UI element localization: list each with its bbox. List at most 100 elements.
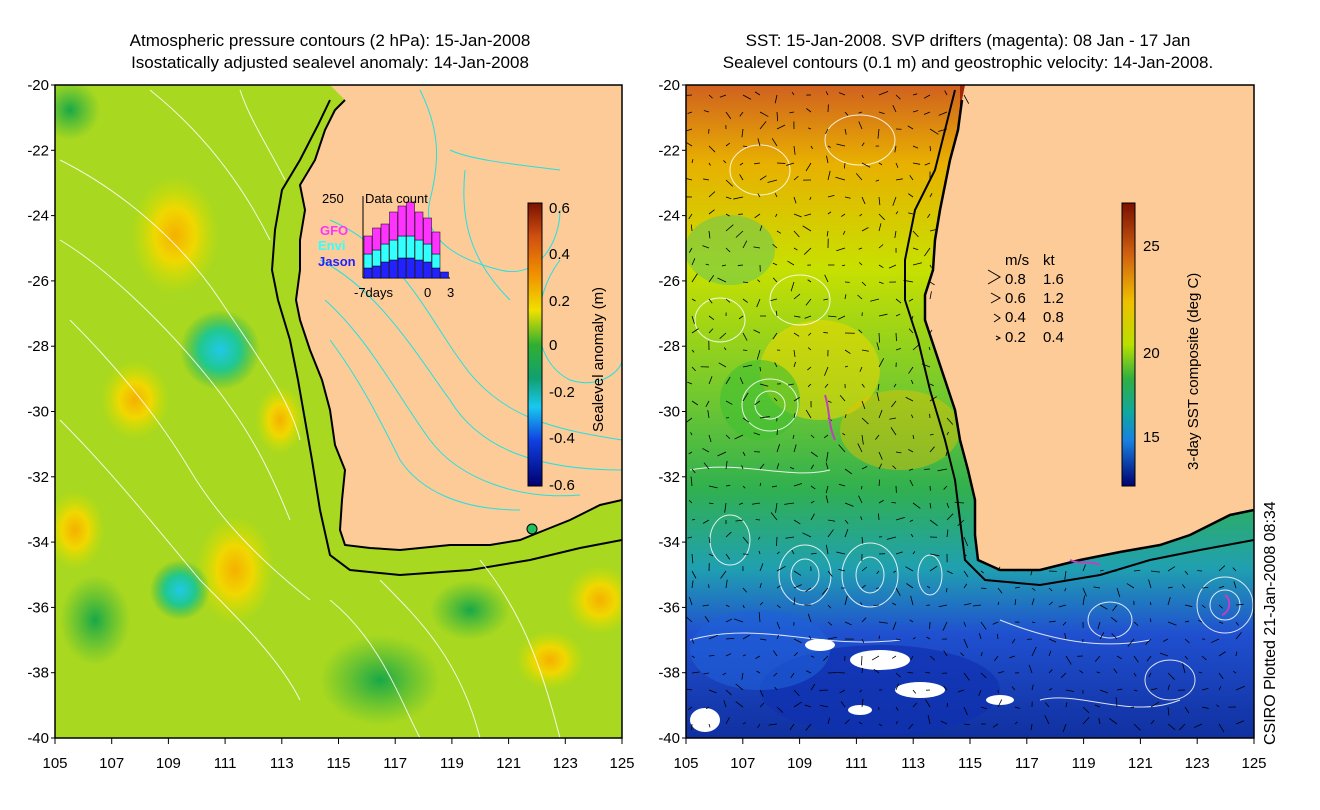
velocity-arrow [754, 162, 761, 165]
velocity-arrow [804, 315, 812, 319]
velocity-arrow [1048, 587, 1053, 592]
velocity-arrow [857, 294, 863, 300]
velocity-arrow [739, 377, 744, 385]
velocity-arrow [839, 394, 846, 402]
velocity-arrow [878, 621, 888, 624]
velocity-arrow [963, 553, 967, 557]
velocity-arrow [774, 94, 778, 104]
velocity-arrow [891, 400, 897, 408]
velocity-arrow [772, 332, 778, 340]
velocity-arrow [1098, 717, 1101, 725]
velocity-arrow [907, 125, 914, 130]
velocity-arrow [784, 502, 795, 505]
velocity-arrow [924, 247, 931, 257]
velocity-arrow [708, 298, 713, 304]
velocity-arrow [708, 162, 711, 166]
velocity-arrow [908, 298, 914, 302]
data-count-bar [380, 261, 390, 279]
velocity-arrow [707, 410, 710, 419]
left-y-tick-label: -28 [27, 338, 49, 355]
velocity-arrow [963, 672, 970, 681]
velocity-arrow [861, 281, 867, 286]
velocity-arrow [757, 138, 761, 147]
velocity-arrow [929, 329, 933, 334]
velocity-arrow [858, 247, 863, 250]
velocity-arrow [980, 587, 987, 590]
legend-kt-4: 0.4 [1043, 329, 1064, 346]
velocity-arrow [688, 499, 693, 504]
velocity-legend: m/s kt 0.8 1.6 0.6 1.2 0.4 0.8 0.2 0.4 [987, 252, 1064, 346]
velocity-arrow [912, 162, 921, 165]
velocity-arrow [773, 672, 778, 677]
velocity-arrow [708, 145, 716, 153]
right-y-tick-label: -36 [658, 599, 680, 616]
velocity-arrow [1211, 638, 1220, 643]
velocity-arrow [910, 315, 914, 322]
velocity-arrow [1218, 585, 1225, 589]
velocity-arrow [793, 332, 800, 337]
velocity-arrow [1099, 604, 1108, 610]
velocity-arrow [827, 519, 836, 522]
velocity-arrow [808, 332, 812, 336]
velocity-arrow [725, 637, 735, 640]
velocity-arrow [997, 699, 1003, 708]
velocity-arrow [824, 366, 829, 376]
velocity-arrow [894, 145, 897, 153]
velocity-arrow [1133, 689, 1138, 692]
velocity-arrow [929, 383, 934, 387]
velocity-arrow [1048, 688, 1053, 691]
velocity-arrow [733, 196, 744, 200]
velocity-arrow [858, 329, 863, 334]
left-colorbar-label: Sealevel anomaly (m) [590, 287, 607, 432]
data-count-bar [440, 271, 449, 279]
velocity-arrow [776, 230, 782, 234]
velocity-arrow [691, 366, 696, 372]
velocity-arrow [787, 260, 795, 266]
tide-gauge-marker[interactable] [526, 523, 538, 535]
legend-header-ms: m/s [1005, 252, 1029, 269]
velocity-arrow [704, 615, 710, 623]
right-colorbar [1121, 202, 1136, 487]
velocity-arrow [742, 587, 748, 593]
left-x-tick-label: 111 [214, 755, 237, 772]
cb-tick: 15 [1143, 429, 1160, 446]
velocity-arrow [980, 570, 984, 574]
left-x-tick-label: 117 [383, 755, 407, 772]
velocity-arrow [742, 364, 753, 368]
velocity-arrow [691, 273, 698, 283]
velocity-arrow [861, 162, 871, 168]
right-x-tick-label: 107 [730, 755, 755, 772]
velocity-arrow [758, 550, 761, 555]
svp-drifter-tracks [824, 394, 1231, 616]
velocity-arrow [793, 413, 796, 419]
velocity-arrow [963, 570, 969, 578]
velocity-arrow [793, 689, 800, 697]
velocity-arrow [756, 349, 761, 360]
velocity-arrow [1148, 672, 1152, 678]
velocity-arrow [925, 671, 931, 674]
velocity-arrow [1145, 638, 1152, 645]
velocity-arrow [844, 595, 848, 606]
data-count-bar [431, 231, 441, 255]
velocity-arrow [1133, 621, 1139, 626]
velocity-arrow [892, 621, 897, 630]
velocity-arrow [1031, 587, 1036, 591]
velocity-arrow [759, 121, 767, 130]
velocity-arrow [895, 638, 901, 641]
velocity-arrow [738, 315, 744, 320]
velocity-arrow [825, 544, 829, 555]
velocity-arrow [1235, 632, 1242, 640]
cb-tick: 25 [1143, 238, 1160, 255]
right-colorbar-ticks: 25 20 15 [1143, 238, 1160, 446]
velocity-arrow [690, 476, 693, 487]
velocity-arrow [826, 230, 829, 237]
legend-ms-2: 0.6 [1005, 290, 1026, 307]
velocity-arrow [753, 432, 761, 436]
velocity-arrow [871, 655, 880, 661]
velocity-arrow [929, 553, 940, 557]
legend-kt-1: 1.6 [1043, 271, 1064, 288]
velocity-arrow [927, 213, 931, 219]
velocity-arrow [804, 213, 812, 217]
velocity-arrow [838, 569, 846, 572]
velocity-arrow [844, 502, 854, 507]
